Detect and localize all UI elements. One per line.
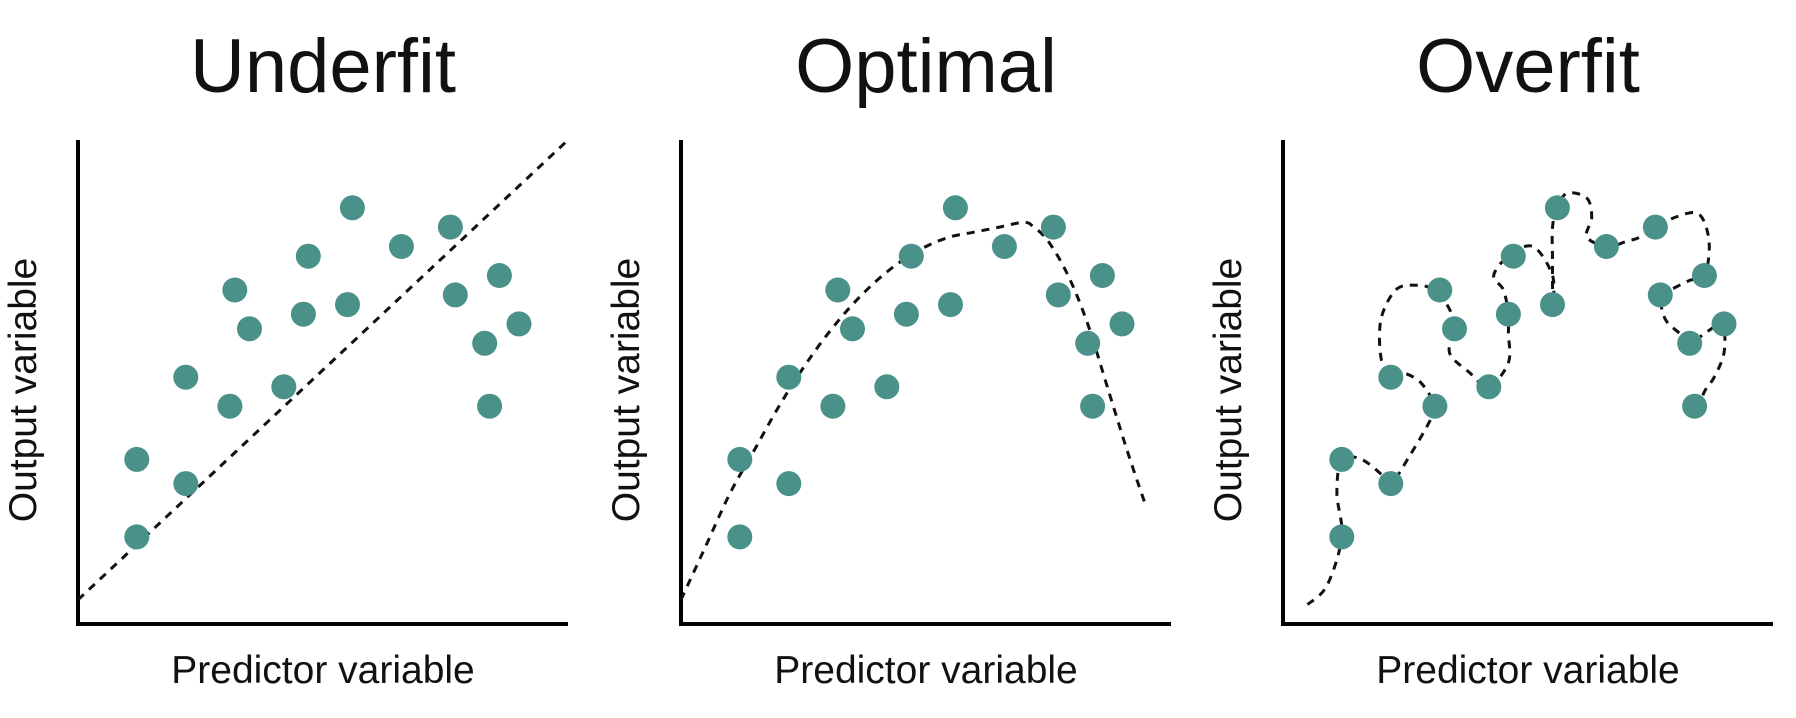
fit-line	[679, 220, 1148, 601]
chart-title: Overfit	[1416, 24, 1640, 109]
data-point	[1691, 263, 1717, 288]
data-point	[1682, 393, 1708, 419]
data-point	[1476, 374, 1502, 400]
y-axis-label: Output variable	[2, 258, 45, 523]
panel-underfit: Underfit Predictor variable Output variabl…	[2, 24, 570, 692]
data-point	[1427, 277, 1453, 303]
data-point	[1677, 330, 1703, 356]
data-point	[388, 234, 414, 259]
data-point	[173, 364, 199, 390]
data-point	[1329, 524, 1355, 550]
data-point	[942, 195, 968, 221]
panel-overfit: Overfit Predictor variable Output variable	[1207, 24, 1773, 692]
data-point	[437, 214, 463, 240]
data-point	[173, 471, 199, 497]
data-point	[442, 282, 468, 308]
x-axis-label: Predictor variable	[171, 649, 474, 692]
chart-title: Underfit	[190, 24, 456, 109]
data-point	[1495, 301, 1521, 327]
data-point	[339, 195, 365, 221]
y-axis-label: Output variable	[605, 258, 648, 523]
data-point	[938, 292, 963, 318]
data-point	[874, 374, 900, 400]
x-axis-label: Predictor variable	[1376, 649, 1679, 692]
data-point	[1075, 330, 1101, 356]
data-point	[1642, 214, 1668, 240]
data-point	[1442, 316, 1467, 342]
data-point	[486, 263, 512, 288]
data-point	[825, 277, 851, 303]
data-point	[1378, 471, 1404, 497]
data-point	[335, 292, 360, 318]
x-axis-label: Predictor variable	[774, 649, 1077, 692]
data-point	[893, 301, 919, 327]
data-point	[1540, 292, 1565, 318]
data-point	[776, 364, 802, 390]
data-point	[124, 524, 150, 550]
data-point	[222, 277, 248, 303]
data-point	[727, 524, 753, 550]
data-point	[472, 330, 498, 356]
data-point	[1080, 393, 1106, 419]
data-point	[271, 374, 297, 400]
data-point	[1040, 214, 1066, 240]
data-point	[1500, 243, 1526, 269]
data-point	[1422, 393, 1448, 419]
data-point	[727, 446, 753, 472]
data-point	[1711, 311, 1737, 337]
data-point	[477, 393, 503, 419]
data-point	[1378, 364, 1404, 390]
data-point	[898, 243, 924, 269]
data-point	[290, 301, 316, 327]
data-point	[237, 316, 262, 342]
data-point	[124, 446, 150, 472]
y-axis-label: Output variable	[1207, 258, 1250, 523]
data-point	[217, 393, 243, 419]
data-point	[840, 316, 865, 342]
data-point	[1045, 282, 1071, 308]
data-point	[506, 311, 532, 337]
data-point	[295, 243, 321, 269]
data-point	[1329, 446, 1355, 472]
panel-optimal: Optimal Predictor variable Output variable	[605, 24, 1171, 692]
data-point	[1089, 263, 1115, 288]
data-point	[820, 393, 846, 419]
data-point	[991, 234, 1017, 259]
data-point	[1593, 234, 1619, 259]
data-point	[1109, 311, 1135, 337]
data-point	[1544, 195, 1570, 221]
chart-title: Optimal	[795, 24, 1057, 109]
fit-line	[76, 138, 570, 601]
data-point	[776, 471, 802, 497]
data-point	[1647, 282, 1673, 308]
